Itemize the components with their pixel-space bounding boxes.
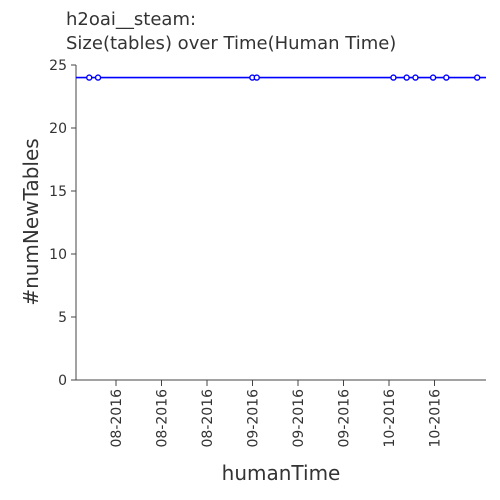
y-tick-label: 25 xyxy=(49,58,67,74)
x-tick-label: 10-2016 xyxy=(428,389,444,448)
y-tick-label: 20 xyxy=(49,121,67,137)
chart-title-line-2: Size(tables) over Time(Human Time) xyxy=(66,33,397,54)
y-tick-label: 10 xyxy=(49,247,67,263)
data-point xyxy=(412,74,419,81)
x-tick-label: 08-2016 xyxy=(200,389,216,448)
data-point xyxy=(94,74,102,81)
data-point xyxy=(86,74,93,81)
x-tick-label: 09-2016 xyxy=(246,389,262,448)
x-tick-label: 10-2016 xyxy=(382,389,398,448)
chart-title: h2oai__steam: Size(tables) over Time(Hum… xyxy=(66,8,396,56)
x-axis-label: humanTime xyxy=(222,461,341,485)
y-ticks: 0 5 10 15 20 25 xyxy=(49,58,76,389)
y-axis-label: #numNewTables xyxy=(19,138,43,305)
data-point xyxy=(473,74,481,81)
y-tick-label: 15 xyxy=(49,184,67,200)
series-group xyxy=(76,74,486,81)
y-tick-label: 5 xyxy=(58,310,67,326)
x-tick-label: 08-2016 xyxy=(155,389,171,448)
chart-title-line-1: h2oai__steam: xyxy=(66,9,197,30)
x-tick-label: 09-2016 xyxy=(291,389,307,448)
data-point xyxy=(429,74,437,81)
data-point xyxy=(253,74,260,81)
x-tick-label: 08-2016 xyxy=(109,389,125,448)
data-point xyxy=(443,74,450,81)
x-tick-label: 09-2016 xyxy=(337,389,353,448)
data-point xyxy=(403,74,410,81)
data-point xyxy=(390,74,397,81)
axes xyxy=(75,65,486,381)
x-ticks: 08-2016 08-2016 08-2016 09-2016 09-2016 09-20… xyxy=(109,380,444,448)
y-tick-label: 0 xyxy=(58,373,67,389)
